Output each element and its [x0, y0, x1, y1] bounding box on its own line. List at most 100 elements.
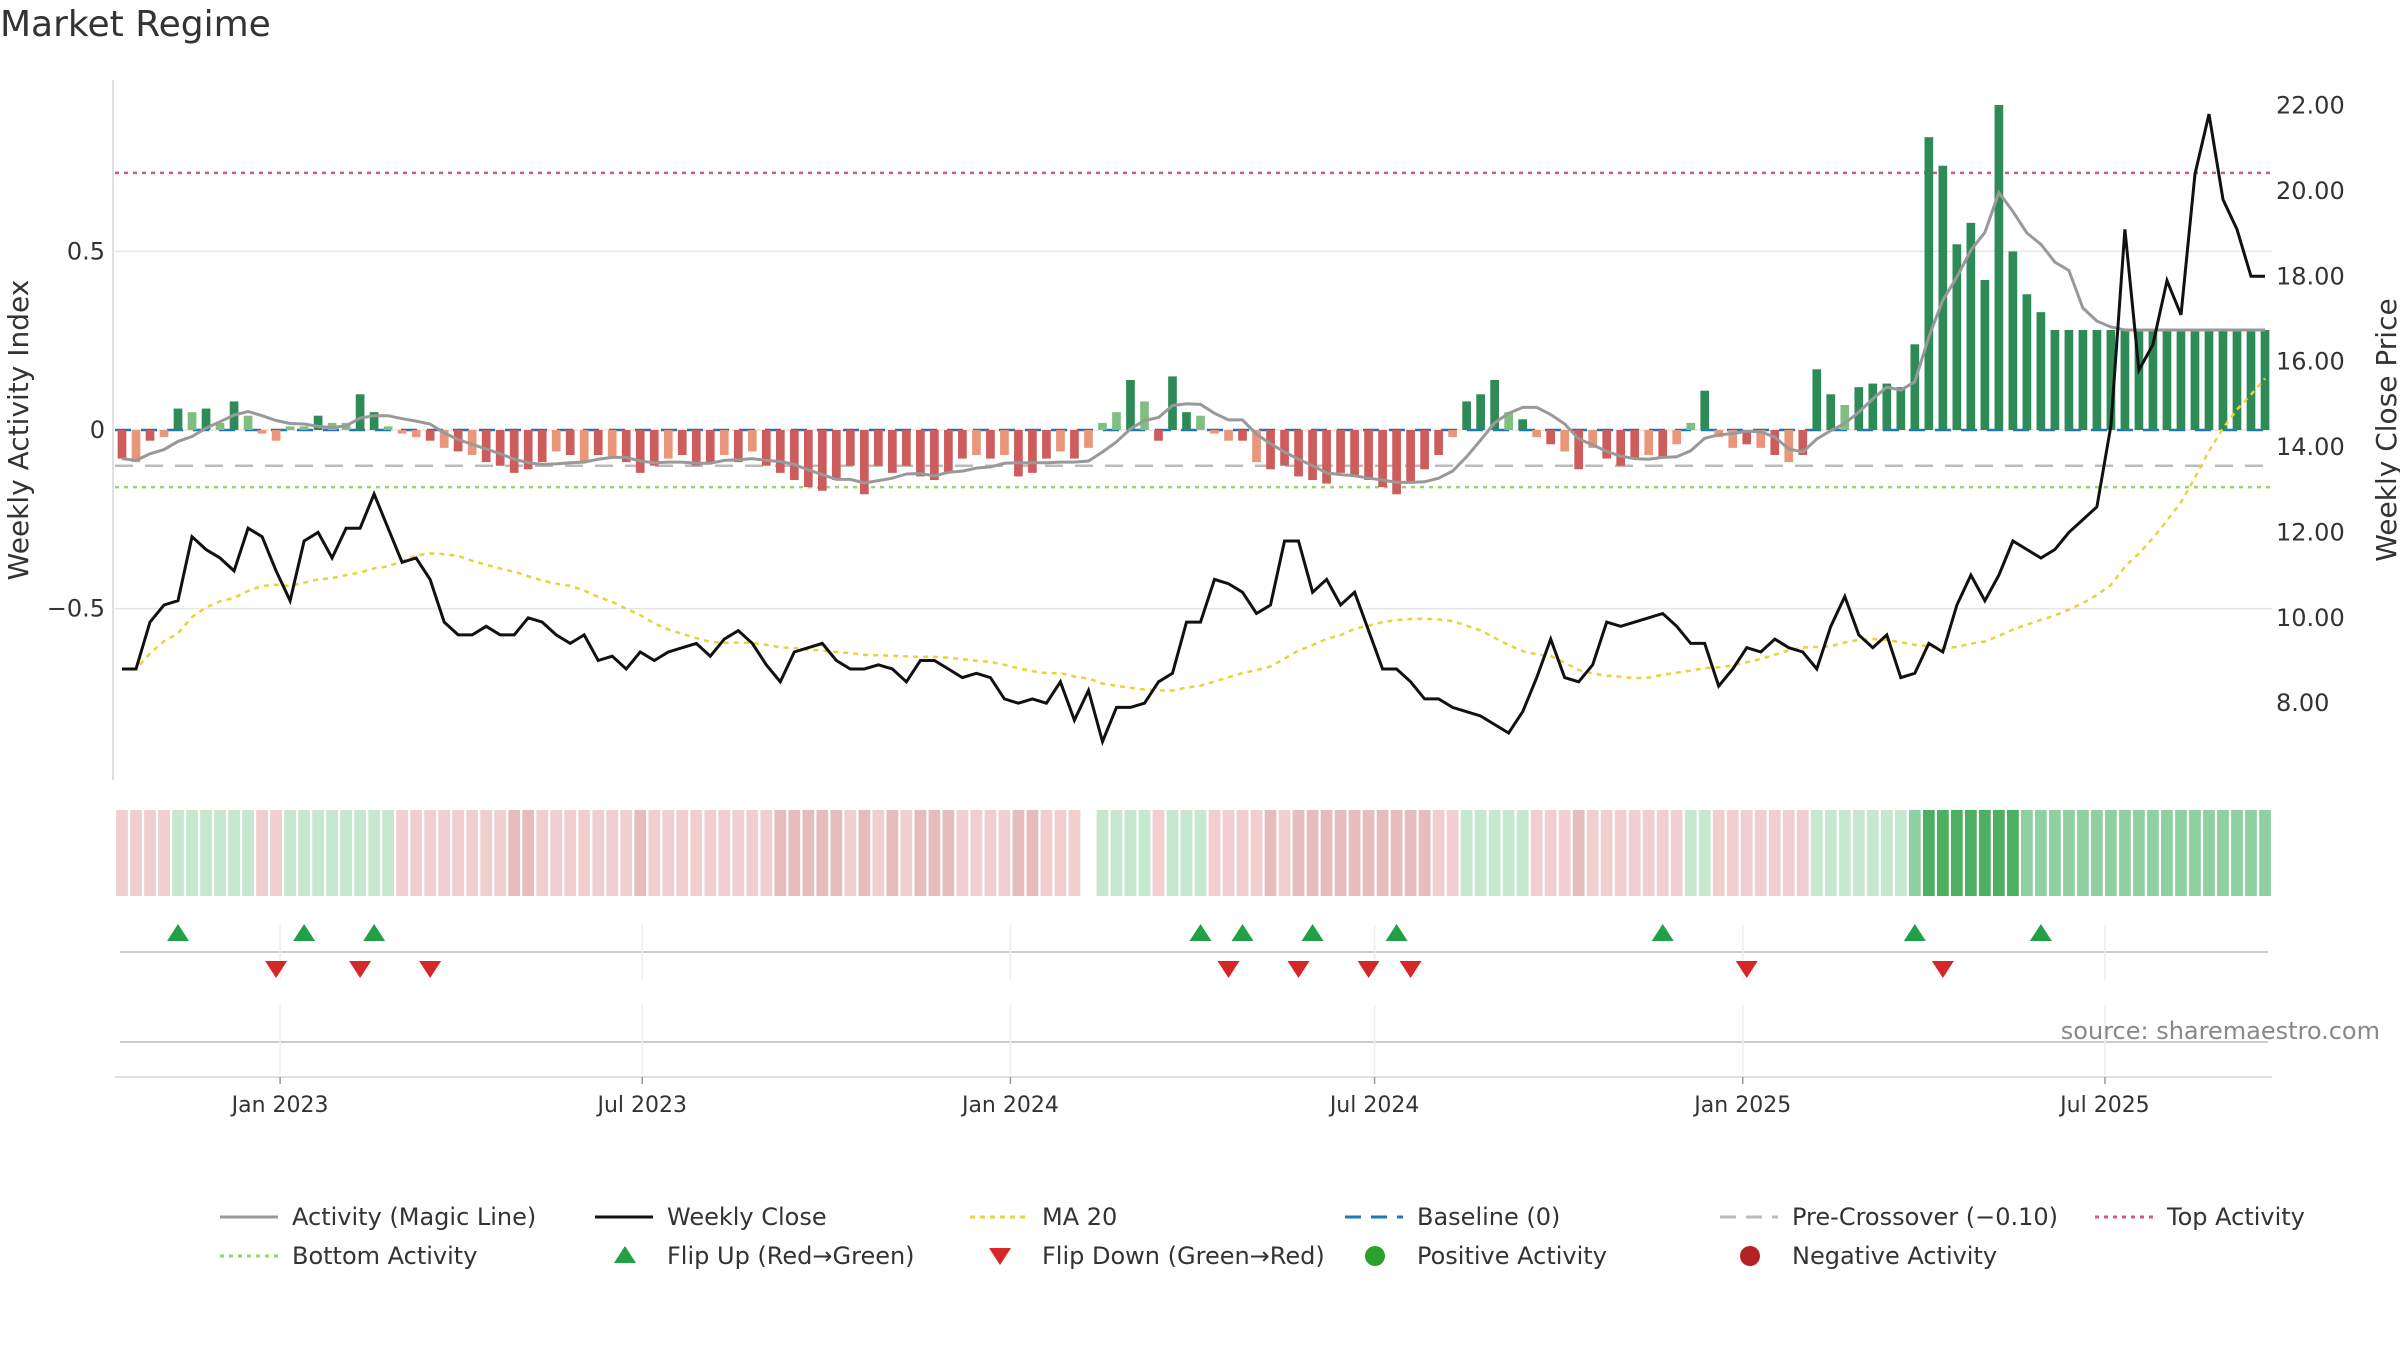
y2-tick-label: 16.00: [2276, 348, 2345, 376]
activity-bar: [2092, 330, 2102, 430]
activity-bar: [117, 430, 127, 459]
flip-down-marker: [265, 961, 288, 978]
regime-cell: [1446, 810, 1459, 896]
activity-bar: [1742, 430, 1752, 445]
regime-cell: [1866, 810, 1879, 896]
activity-bar: [2036, 312, 2046, 430]
regime-cell: [970, 810, 983, 896]
chart-title: Market Regime: [0, 4, 271, 45]
regime-cell: [1026, 810, 1039, 896]
regime-cell: [1250, 810, 1263, 896]
regime-cell: [2077, 810, 2089, 896]
regime-cell: [1726, 810, 1739, 896]
legend: Activity (Magic Line) Weekly Close MA 20 Ba…: [220, 1203, 2305, 1270]
y-tick-label: 0: [90, 416, 105, 444]
activity-bar: [1476, 394, 1485, 430]
activity-bar: [299, 426, 309, 430]
regime-cell: [774, 810, 787, 896]
regime-cell: [662, 810, 675, 896]
regime-cell: [480, 810, 493, 896]
regime-cell: [1530, 810, 1543, 896]
regime-cell: [1320, 810, 1333, 896]
regime-cell: [1754, 810, 1767, 896]
activity-bar: [1406, 430, 1415, 484]
activity-bar: [986, 430, 995, 459]
regime-cell: [1390, 810, 1403, 896]
activity-bar: [285, 426, 295, 430]
activity-bar: [1378, 430, 1387, 488]
activity-bar: [145, 430, 155, 441]
activity-bar: [1224, 430, 1233, 441]
regime-cell: [1964, 810, 1977, 896]
regime-cell: [2189, 810, 2201, 896]
activity-bar: [1070, 430, 1079, 459]
legend-label: Top Activity: [2166, 1203, 2305, 1231]
activity-bar: [2022, 294, 2032, 430]
regime-cell: [1544, 810, 1557, 896]
activity-bar: [845, 430, 855, 466]
activity-bar: [1140, 401, 1149, 430]
regime-cell: [1992, 810, 2005, 896]
regime-cell: [1460, 810, 1473, 896]
y-axis-label: Weekly Activity Index: [2, 280, 35, 581]
activity-bar: [1098, 422, 1107, 430]
regime-cell: [1894, 810, 1907, 896]
regime-cell: [242, 810, 254, 896]
regime-cell: [872, 810, 885, 896]
legend-label: Activity (Magic Line): [292, 1203, 536, 1231]
flip-up-marker: [1231, 924, 1254, 941]
activity-bar: [467, 430, 477, 455]
regime-cell: [578, 810, 591, 896]
regime-cell: [648, 810, 661, 896]
activity-bar: [719, 430, 729, 455]
regime-cell: [326, 810, 338, 896]
activity-bar: [257, 430, 267, 434]
regime-cell: [1152, 810, 1165, 896]
activity-bar: [1728, 430, 1738, 448]
activity-bar: [1490, 380, 1499, 430]
activity-bar: [1056, 430, 1065, 452]
activity-bar: [1882, 383, 1892, 430]
activity-bar: [874, 430, 883, 466]
activity-bar: [1602, 430, 1612, 459]
regime-cell: [1824, 810, 1837, 896]
regime-cell: [1642, 810, 1655, 896]
activity-bar: [397, 430, 407, 434]
regime-cell: [1600, 810, 1613, 896]
regime-cell: [1418, 810, 1431, 896]
activity-bar: [1966, 222, 1976, 430]
activity-bar: [2162, 330, 2172, 430]
regime-cell: [1404, 810, 1417, 896]
flip-down-marker: [1357, 961, 1380, 978]
activity-bar: [1994, 105, 2004, 430]
regime-cell: [1978, 810, 1991, 896]
activity-bar: [1910, 344, 1920, 430]
regime-cell: [886, 810, 899, 896]
activity-bar: [313, 415, 323, 430]
regime-cell: [452, 810, 465, 896]
activity-bar: [1434, 430, 1443, 455]
regime-cell: [900, 810, 913, 896]
activity-bar: [1210, 430, 1219, 434]
regime-cell: [998, 810, 1011, 896]
activity-bar: [1574, 430, 1584, 470]
regime-cell: [1810, 810, 1823, 896]
regime-cell: [1040, 810, 1053, 896]
activity-bar: [1350, 430, 1359, 477]
y-tick-label: −0.5: [47, 595, 105, 623]
regime-cell: [2161, 810, 2173, 896]
activity-bar: [1532, 430, 1542, 438]
activity-bar: [355, 394, 365, 430]
activity-bar: [691, 430, 701, 466]
activity-bar: [1294, 430, 1303, 477]
activity-bar: [1196, 415, 1205, 430]
activity-bar: [2106, 330, 2116, 430]
activity-bar: [789, 430, 799, 480]
regime-cell: [1614, 810, 1627, 896]
regime-cell: [1852, 810, 1865, 896]
activity-bar: [1364, 430, 1373, 480]
activity-bar: [1028, 430, 1037, 473]
activity-bars: [117, 105, 2270, 495]
activity-bar: [1770, 430, 1780, 455]
activity-bar: [201, 408, 211, 430]
